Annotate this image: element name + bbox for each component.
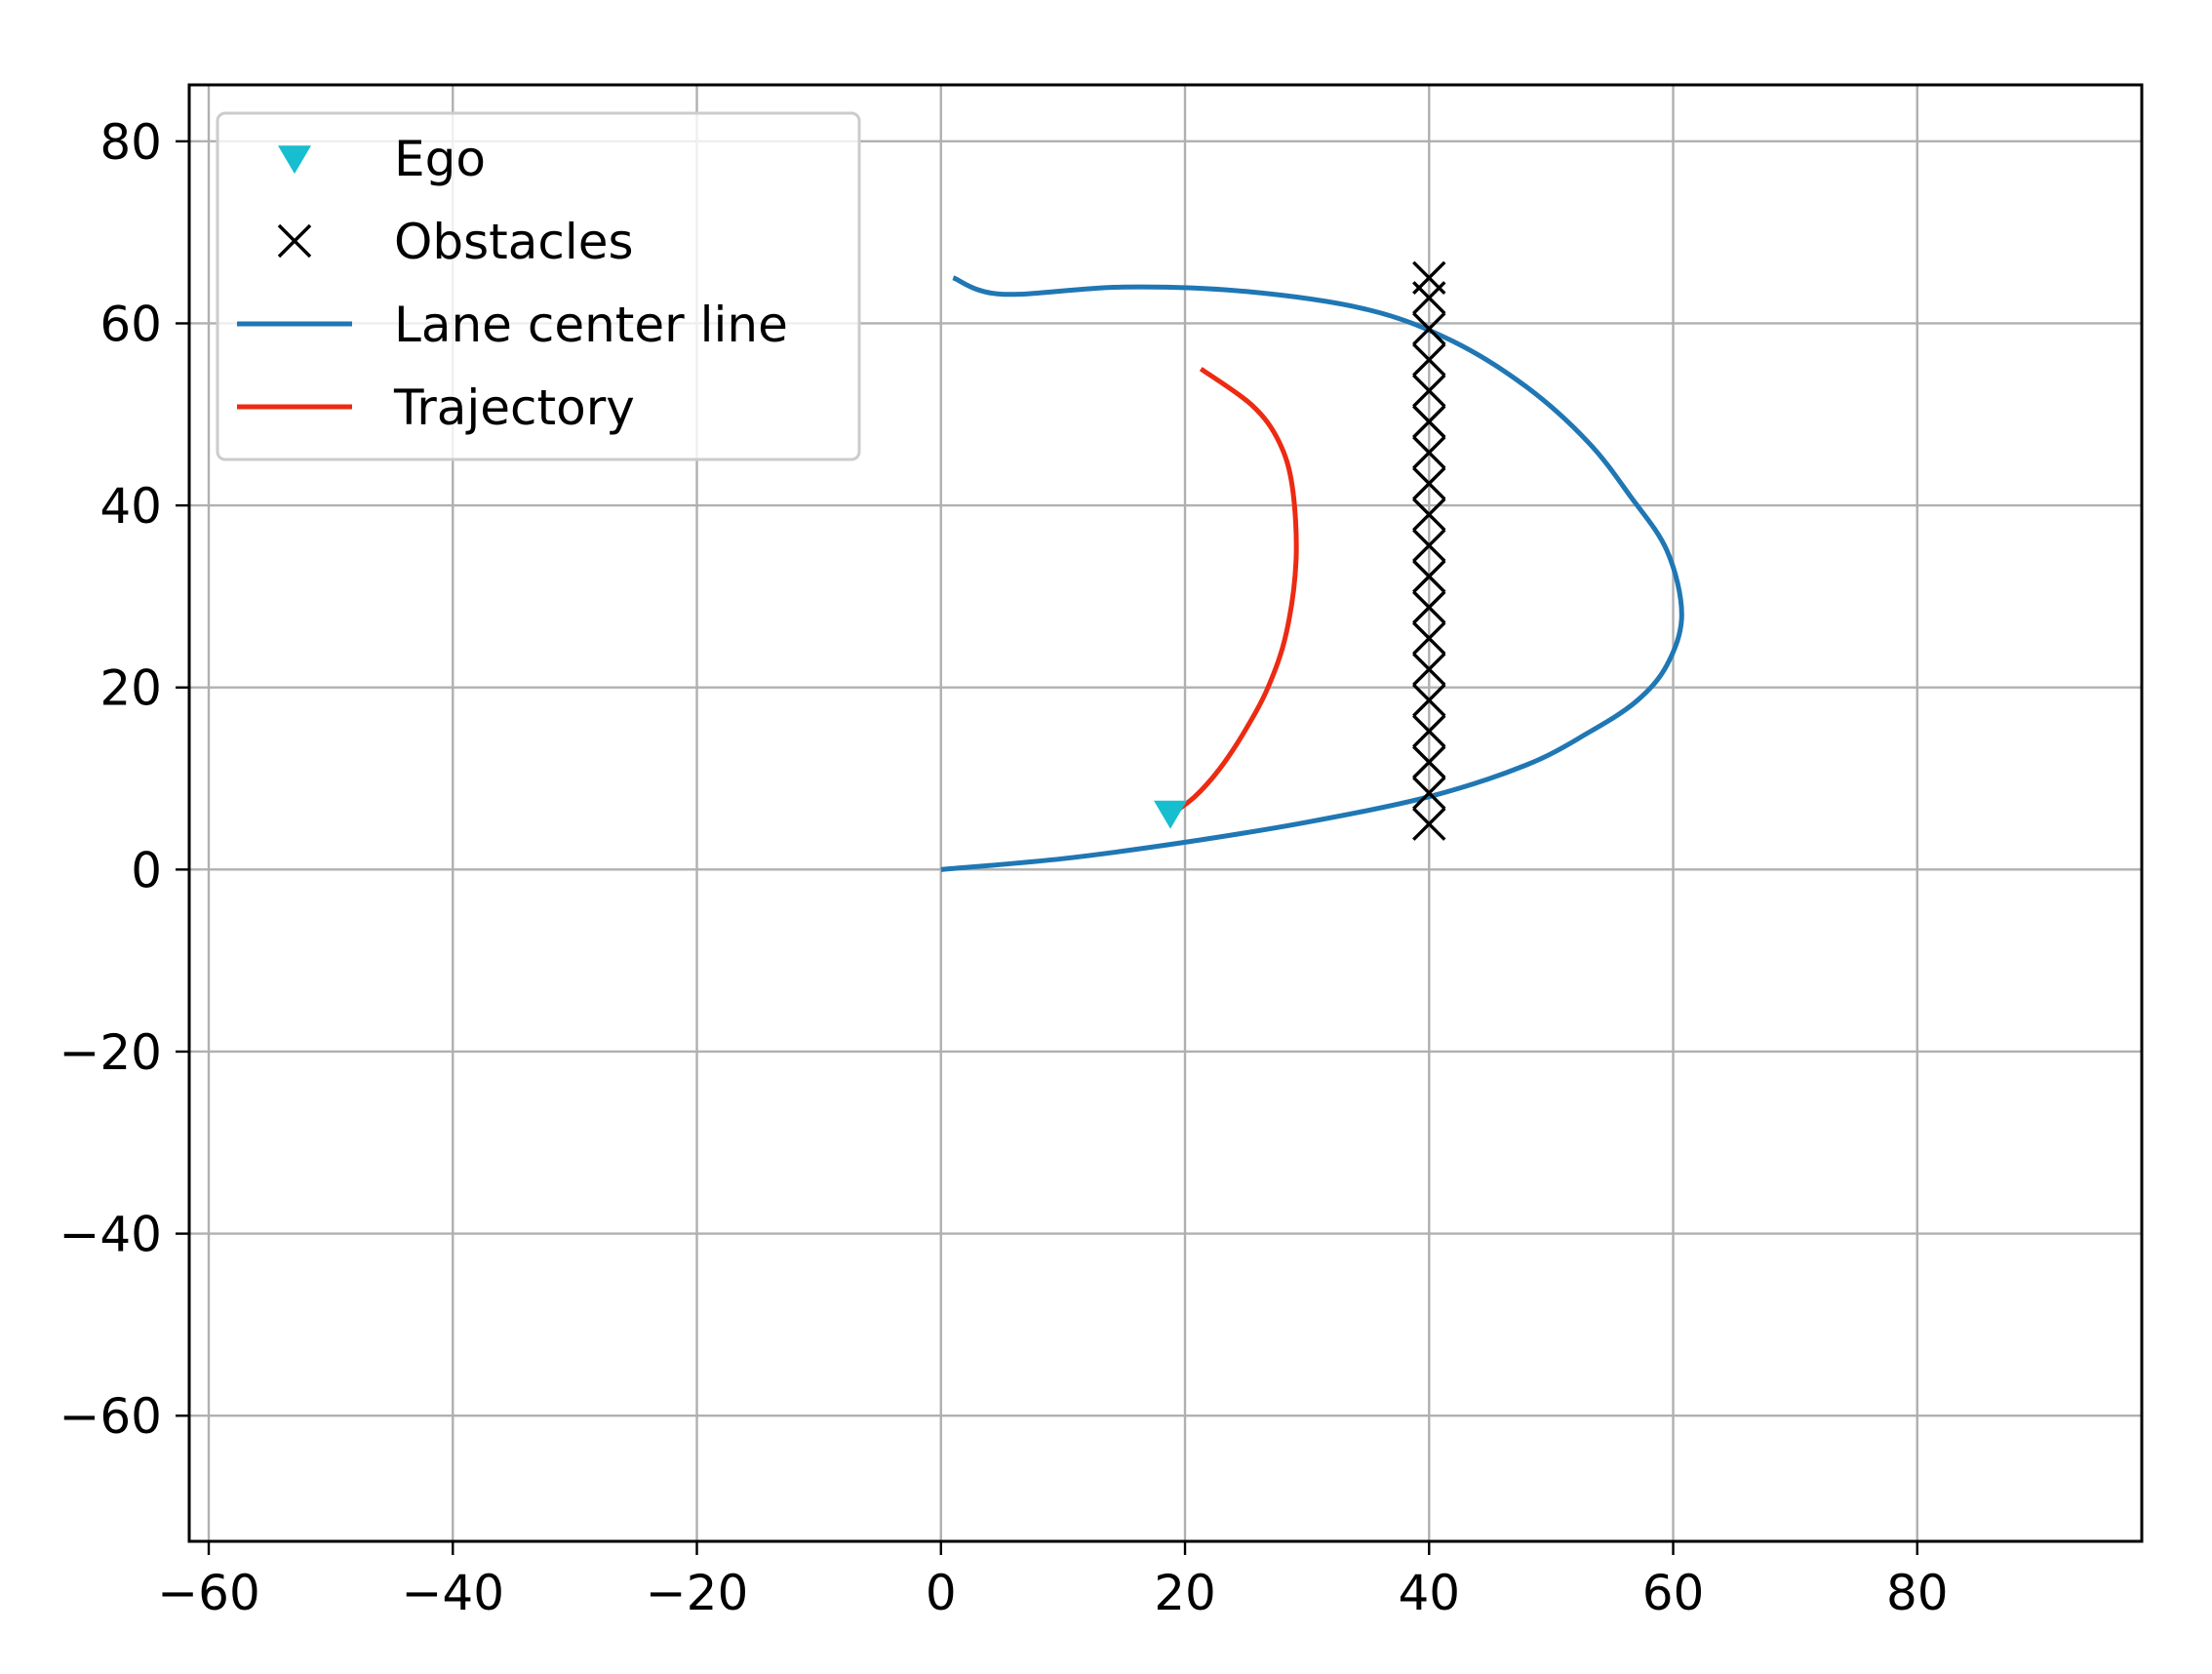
x-tick-label: 80 — [1886, 1565, 1949, 1621]
obstacles-point — [1412, 714, 1446, 748]
y-axis: −60 −40 −20 0 20 40 60 80 — [59, 114, 189, 1445]
x-tick-label: 60 — [1642, 1565, 1705, 1621]
obstacles-point — [1412, 405, 1446, 439]
legend-label: Ego — [394, 131, 486, 187]
legend-swatch — [278, 145, 311, 175]
trajectory-line — [1168, 367, 1299, 817]
x-tick-label: 40 — [1398, 1565, 1460, 1621]
obstacles-point — [1412, 342, 1446, 378]
legend-label: Lane center line — [394, 297, 788, 353]
lane-center-line-line — [940, 275, 1684, 872]
legend-item-trajectory: Trajectory — [237, 379, 635, 436]
obstacles-point — [1412, 776, 1446, 811]
y-tick-label: −60 — [59, 1388, 162, 1445]
x-tick-label: −40 — [402, 1565, 505, 1621]
obstacles-point — [1412, 745, 1446, 779]
obstacles-point — [1412, 435, 1446, 470]
y-tick-label: −20 — [59, 1024, 162, 1081]
obstacles-point — [1412, 260, 1446, 296]
legend-label: Trajectory — [393, 379, 635, 436]
y-tick-label: 20 — [99, 660, 162, 717]
legend-item-obstacles: Obstacles — [277, 214, 634, 270]
y-tick-label: 80 — [99, 114, 162, 171]
legend-item-ego: Ego — [278, 131, 486, 187]
x-tick-label: 20 — [1154, 1565, 1216, 1621]
obstacles-point — [1412, 683, 1446, 717]
legend: Ego Obstacles Lane center line Trajectory — [216, 111, 861, 461]
series-ego — [1154, 800, 1188, 829]
series-lane-center-line — [940, 275, 1684, 872]
obstacles-point — [1412, 498, 1446, 532]
y-tick-label: 0 — [131, 842, 162, 898]
obstacles-point — [1412, 652, 1446, 687]
x-axis: −60 −40 −20 0 20 40 60 80 — [157, 1541, 1949, 1621]
y-tick-label: −40 — [59, 1207, 162, 1263]
ego-point — [1154, 800, 1188, 829]
obstacles-point — [1412, 590, 1446, 624]
obstacles-point — [1412, 528, 1446, 563]
legend-item-lane-center-line: Lane center line — [237, 297, 788, 353]
x-tick-label: −60 — [157, 1565, 260, 1621]
plot-frame — [187, 83, 2144, 1543]
series-trajectory — [1168, 367, 1299, 817]
x-tick-label: −20 — [646, 1565, 749, 1621]
y-tick-label: 40 — [99, 478, 162, 535]
legend-box — [216, 111, 861, 461]
legend-swatch — [277, 223, 312, 259]
obstacles-point — [1412, 621, 1446, 656]
obstacles-point — [1412, 807, 1446, 841]
legend-label: Obstacles — [394, 214, 634, 270]
series-layer — [940, 260, 1684, 872]
series-obstacles — [1412, 260, 1446, 841]
y-tick-label: 60 — [99, 296, 162, 352]
x-tick-label: 0 — [926, 1565, 957, 1621]
obstacles-point — [1412, 374, 1446, 408]
obstacles-point — [1412, 466, 1446, 500]
obstacles-point — [1412, 311, 1446, 346]
obstacles-point — [1412, 559, 1446, 594]
